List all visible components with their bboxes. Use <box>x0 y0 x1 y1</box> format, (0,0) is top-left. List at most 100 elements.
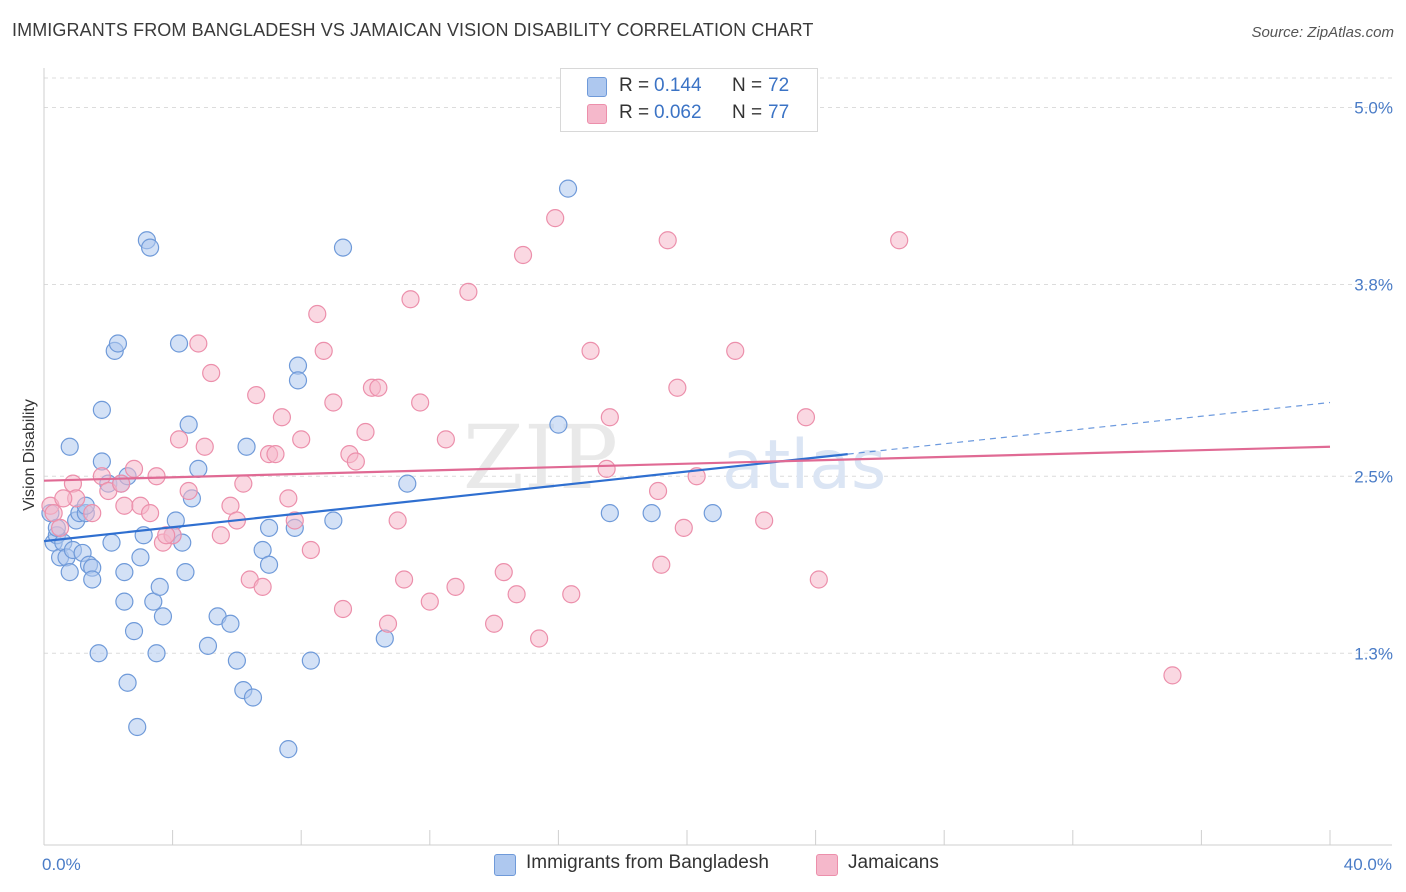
y-tick-label: 1.3% <box>1354 644 1393 663</box>
jamaicans-point <box>581 341 600 360</box>
legend-r-label: R = <box>619 102 650 123</box>
jamaicans-point <box>50 518 70 537</box>
jamaicans-point <box>234 474 253 493</box>
bangladesh-point <box>221 614 240 633</box>
legend-swatch-blue <box>587 77 607 97</box>
legend-n-label: N = <box>732 102 763 123</box>
jamaicans-point <box>314 341 333 360</box>
jamaicans-point <box>562 585 581 604</box>
jamaicans-point <box>890 231 909 250</box>
series-legend: Immigrants from Bangladesh Jamaicans <box>0 852 1406 878</box>
trend-line-bangladesh <box>43 453 848 543</box>
legend-n-value: 72 <box>768 75 790 96</box>
jamaicans-point <box>308 304 327 324</box>
bangladesh-point <box>243 688 263 707</box>
bangladesh-point <box>89 644 108 663</box>
correlation-legend: R = 0.144 N = 72 R = 0.062 N = 77 <box>560 68 818 132</box>
jamaicans-point <box>211 526 230 545</box>
bangladesh-point <box>227 651 246 670</box>
jamaicans-point <box>179 481 198 501</box>
bangladesh-point <box>259 555 279 574</box>
jamaicans-point <box>189 334 208 353</box>
bangladesh-point <box>600 504 619 523</box>
jamaicans-point <box>369 378 388 397</box>
jamaicans-point <box>668 378 687 397</box>
bangladesh-point <box>279 740 298 759</box>
jamaicans-point <box>279 489 298 508</box>
jamaicans-point <box>600 408 619 427</box>
jamaicans-point <box>546 209 565 228</box>
jamaicans-point <box>446 577 465 596</box>
bangladesh-point <box>198 636 218 655</box>
legend-swatch-pink <box>587 104 607 124</box>
legend-r-value: 0.144 <box>654 75 702 96</box>
jamaicans-point <box>140 504 160 523</box>
bangladesh-point <box>259 518 279 537</box>
bangladesh-point <box>642 504 661 523</box>
bangladesh-point <box>301 651 320 670</box>
jamaicans-point <box>530 629 549 648</box>
bangladesh-point <box>703 504 722 523</box>
bangladesh-point <box>333 238 353 257</box>
y-tick-label: 2.5% <box>1354 467 1393 486</box>
jamaicans-point <box>648 481 668 501</box>
jamaicans-point <box>494 563 513 582</box>
series-bangladesh-points <box>41 179 722 759</box>
legend-label-jamaicans: Jamaicans <box>848 852 939 873</box>
source-credit: Source: ZipAtlas.com <box>1251 24 1394 41</box>
jamaicans-point <box>809 570 828 589</box>
bangladesh-point <box>102 533 121 552</box>
bangladesh-point <box>150 577 169 596</box>
legend-r-value: 0.062 <box>654 102 702 123</box>
jamaicans-point <box>63 474 83 493</box>
jamaicans-point <box>388 511 407 530</box>
bangladesh-point <box>147 644 166 663</box>
jamaicans-point <box>597 459 616 478</box>
jamaicans-point <box>513 245 533 265</box>
bangladesh-point <box>108 334 128 353</box>
legend-label-bangladesh: Immigrants from Bangladesh <box>526 852 769 873</box>
bangladesh-point <box>324 511 343 530</box>
bangladesh-point <box>140 238 160 257</box>
jamaicans-point <box>378 614 398 633</box>
legend-n-value: 77 <box>768 102 790 123</box>
gridlines <box>44 77 1392 654</box>
jamaicans-point <box>459 282 478 301</box>
legend-swatch-pink <box>816 854 838 876</box>
jamaicans-point <box>147 467 166 486</box>
jamaicans-point <box>356 422 375 442</box>
bangladesh-point <box>115 592 134 611</box>
bangladesh-point <box>131 548 150 567</box>
bangladesh-point <box>398 474 417 493</box>
jamaicans-point <box>796 408 816 427</box>
bangladesh-point <box>176 563 195 582</box>
bangladesh-point <box>83 570 102 589</box>
jamaicans-point <box>652 555 671 574</box>
y-tick-labels: 1.3% 2.5% 3.8% 5.0% <box>1354 99 1393 664</box>
bangladesh-point <box>124 622 144 641</box>
legend-swatch-blue <box>494 854 516 876</box>
trend-line-bangladesh-extension <box>847 401 1331 455</box>
jamaicans-point <box>202 363 221 383</box>
jamaicans-point <box>54 489 73 508</box>
watermark-zip: ZIP <box>463 406 618 509</box>
jamaicans-point <box>485 614 504 633</box>
jamaicans-point <box>266 445 285 464</box>
bangladesh-point <box>60 563 79 582</box>
jamaicans-point <box>253 577 272 596</box>
jamaicans-point <box>324 393 343 412</box>
x-tick-label: 0.0% <box>42 855 81 874</box>
jamaicans-point <box>285 511 304 530</box>
jamaicans-point <box>157 526 176 545</box>
bangladesh-point <box>179 415 198 434</box>
jamaicans-point <box>658 231 677 250</box>
axes <box>43 68 1392 846</box>
watermark: ZIP atlas <box>463 406 886 509</box>
legend-n-label: N = <box>732 75 763 96</box>
jamaicans-point <box>272 408 292 427</box>
bangladesh-point <box>549 415 568 434</box>
bangladesh-point <box>153 607 173 626</box>
trend-line-jamaicans <box>43 445 1331 482</box>
jamaicans-point <box>1163 666 1182 685</box>
